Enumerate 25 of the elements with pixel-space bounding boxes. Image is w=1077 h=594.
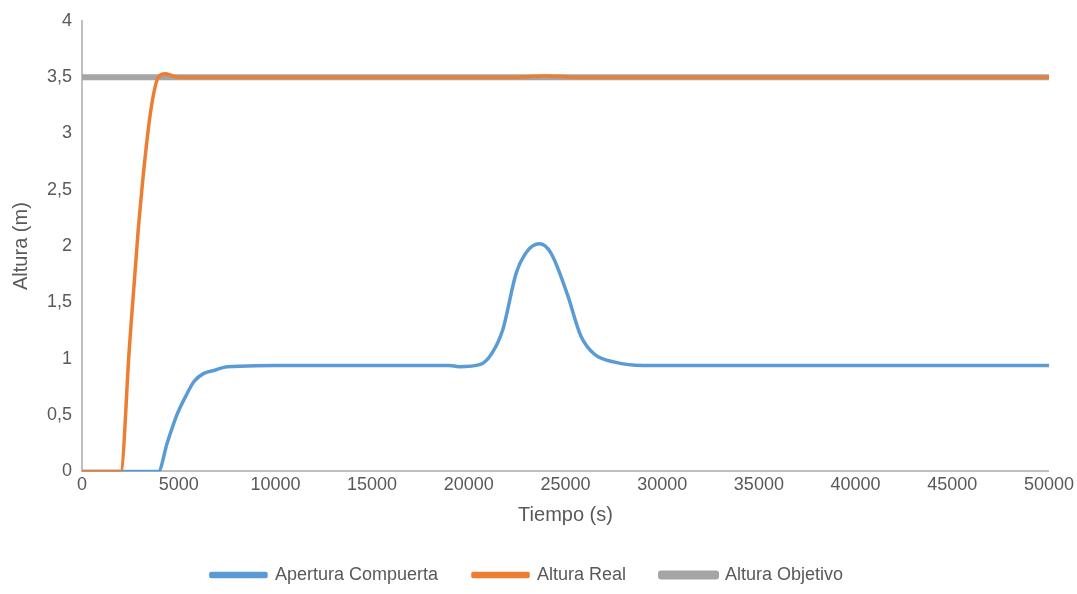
- y-tick-label: 1,5: [46, 291, 73, 312]
- x-tick-label: 40000: [830, 474, 881, 495]
- x-axis-title: Tiempo (s): [518, 502, 613, 525]
- legend-label: Altura Objetivo: [725, 563, 844, 584]
- x-tick-label: 30000: [637, 474, 688, 495]
- y-tick-label: 4: [62, 9, 73, 30]
- x-tick-label: 0: [77, 474, 88, 495]
- y-tick-label: 1: [62, 347, 73, 368]
- x-tick-label: 50000: [1023, 474, 1074, 495]
- y-axis-title: Altura (m): [8, 202, 31, 290]
- x-tick-label: 20000: [443, 474, 494, 495]
- x-tick-label: 5000: [158, 474, 199, 495]
- y-tick-label: 0,5: [46, 404, 73, 425]
- x-tick-label: 15000: [347, 474, 398, 495]
- x-tick-label: 35000: [733, 474, 784, 495]
- y-tick-label: 3,5: [46, 66, 73, 87]
- legend-label: Apertura Compuerta: [274, 563, 439, 584]
- y-tick-label: 3: [62, 122, 73, 143]
- y-tick-label: 0: [62, 460, 73, 481]
- legend-label: Altura Real: [536, 563, 627, 584]
- x-tick-label: 10000: [250, 474, 301, 495]
- x-tick-label: 45000: [927, 474, 978, 495]
- x-tick-label: 25000: [540, 474, 591, 495]
- y-tick-label: 2,5: [46, 178, 73, 199]
- y-tick-label: 2: [62, 235, 73, 256]
